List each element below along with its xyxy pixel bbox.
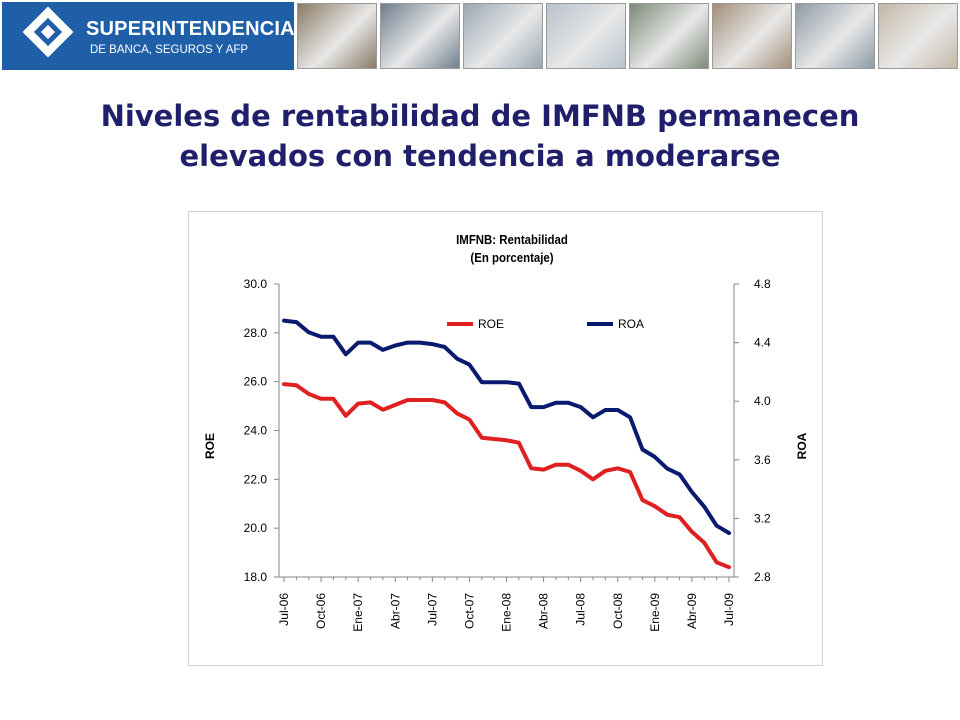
y-tick-label-left: 28.0 <box>244 326 268 340</box>
y-tick-label-right: 3.2 <box>754 511 771 525</box>
y-axis-label-left: ROE <box>203 433 217 459</box>
series-line-roa <box>282 318 731 535</box>
logo-diamond-icon <box>22 6 74 58</box>
y-tick-label-right: 3.6 <box>754 453 771 467</box>
x-tick-label: Abr-07 <box>388 593 402 629</box>
page-title-line-2: elevados con tendencia a moderarse <box>179 139 781 173</box>
x-tick-label: Oct-08 <box>611 593 625 629</box>
y-tick-label-left: 20.0 <box>244 521 268 535</box>
sbs-logo[interactable]: SUPERINTENDENCIA DE BANCA, SEGUROS Y AFP <box>2 2 295 70</box>
banner-photo <box>795 3 875 69</box>
banner-photo <box>297 3 377 69</box>
x-tick-label: Jul-08 <box>574 593 588 626</box>
x-tick-label: Abr-09 <box>685 593 699 629</box>
y-tick-label-left: 18.0 <box>244 570 268 584</box>
y-tick-label-left: 30.0 <box>244 277 268 291</box>
x-tick-label: Jul-06 <box>277 593 291 626</box>
chart-axes: 18.0 20.0 22.0 24.0 26.0 28.0 30.0 2.8 3.2 3.6 4.0… <box>244 277 771 632</box>
chart-frame: IMFNB: Rentabilidad (En porcentaje) ROE … <box>188 211 823 666</box>
page-title: Niveles de rentabilidad de IMFNB permane… <box>0 96 960 176</box>
logo-subtitle: DE BANCA, SEGUROS Y AFP <box>90 44 249 56</box>
banner-photo <box>380 3 460 69</box>
banner-photo <box>629 3 709 69</box>
y-tick-label-right: 4.4 <box>754 336 771 350</box>
chart-series <box>282 318 731 570</box>
y-tick-label-right: 4.8 <box>754 277 771 291</box>
y-tick-label-left: 24.0 <box>244 424 268 438</box>
series-line-roe <box>282 382 731 570</box>
x-tick-label: Oct-06 <box>314 593 328 629</box>
x-tick-label: Ene-07 <box>351 593 365 632</box>
chart-legend: ROE ROA <box>447 317 644 331</box>
x-tick-label: Ene-08 <box>500 593 514 632</box>
y-tick-label-left: 26.0 <box>244 375 268 389</box>
chart-title: IMFNB: Rentabilidad <box>456 232 568 247</box>
banner-photo <box>463 3 543 69</box>
y-axis-label-right: ROA <box>795 432 809 459</box>
chart: IMFNB: Rentabilidad (En porcentaje) ROE … <box>203 232 809 632</box>
y-tick-label-left: 22.0 <box>244 472 268 486</box>
banner-photo <box>546 3 626 69</box>
header-banner: SUPERINTENDENCIA DE BANCA, SEGUROS Y AFP <box>0 0 960 72</box>
chart-subtitle: (En porcentaje) <box>470 250 553 265</box>
legend-label-roa: ROA <box>618 317 644 331</box>
x-tick-label: Ene-09 <box>648 593 662 632</box>
x-tick-label: Jul-07 <box>425 593 439 626</box>
x-tick-label: Oct-07 <box>462 593 476 629</box>
banner-photo <box>878 3 958 69</box>
legend-label-roe: ROE <box>478 317 504 331</box>
logo-name: SUPERINTENDENCIA <box>86 18 295 40</box>
y-tick-label-right: 4.0 <box>754 394 771 408</box>
banner-photo <box>712 3 792 69</box>
x-tick-label: Jul-09 <box>722 593 736 626</box>
page-title-line-1: Niveles de rentabilidad de IMFNB permane… <box>100 99 860 133</box>
x-tick-label: Abr-08 <box>537 593 551 629</box>
y-tick-label-right: 2.8 <box>754 570 771 584</box>
